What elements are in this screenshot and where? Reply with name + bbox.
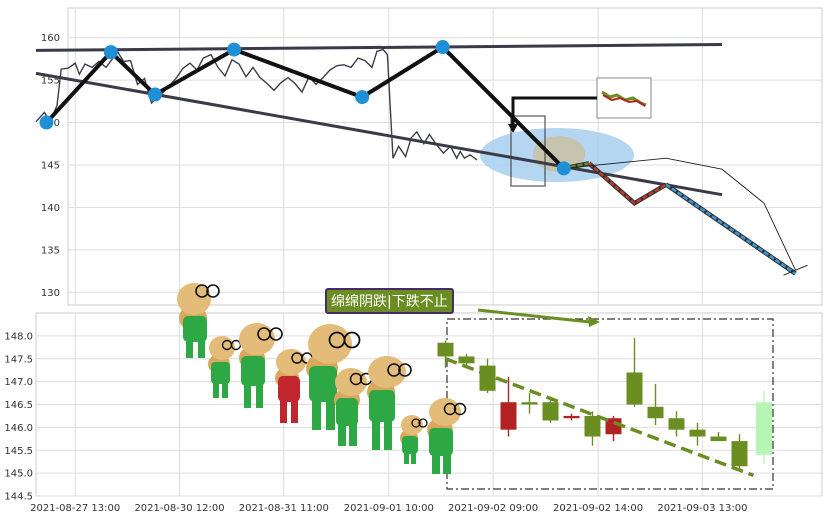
dog-sticker-icon	[427, 398, 467, 474]
top-panel-frame	[67, 7, 823, 306]
pivot-marker	[435, 40, 450, 55]
forecast-segment	[588, 162, 667, 205]
zoom-thumbnail	[601, 90, 647, 107]
top-ytick-label: 135	[41, 245, 60, 256]
top-panel: 130135140145150155160	[35, 7, 823, 306]
projection-end-tick	[783, 264, 808, 276]
bottom-xtick-label: 2021-09-02 14:00	[553, 503, 643, 514]
pivot-marker	[355, 90, 370, 105]
top-ytick-label: 130	[41, 288, 60, 299]
dog-sticker-icon	[177, 283, 220, 358]
projection-arc	[563, 157, 796, 271]
bottom-xtick-label: 2021-08-27 13:00	[30, 503, 120, 514]
upper-trendline	[35, 42, 723, 52]
dog-sticker-icon	[400, 415, 428, 464]
dog-sticker-icon	[334, 368, 373, 446]
candle-body	[689, 429, 706, 437]
candle-body	[458, 356, 475, 364]
bottom-xtick-label: 2021-08-30 12:00	[134, 503, 224, 514]
dog-sticker-icon	[306, 324, 361, 430]
bottom-panel: 144.5 145.0 145.5 146.0 146.5 147.0 147.5 148.0…	[4, 283, 823, 514]
bottom-xtick-label: 2021-09-03 13:00	[657, 503, 747, 514]
bottom-ytick-label: 148.0	[4, 331, 33, 342]
candle-body	[500, 402, 517, 430]
candle-body	[626, 372, 643, 405]
bottom-ytick-label: 146.0	[4, 423, 33, 434]
top-ytick-label: 155	[41, 76, 60, 87]
pivot-marker	[148, 87, 162, 102]
dog-sticker-icon	[275, 349, 313, 423]
pivot-marker	[103, 45, 118, 60]
zoom-connector-arrow	[508, 124, 518, 133]
bottom-yticks: 144.5 145.0 145.5 146.0 146.5 147.0 147.5 148.0	[4, 331, 33, 502]
bottom-ytick-label: 147.5	[4, 354, 33, 365]
bottom-ytick-label: 145.0	[4, 469, 33, 480]
trend-annotation-label: 绵绵阴跌|下跌不止	[325, 288, 454, 314]
annotation-arrow	[477, 308, 591, 324]
price-line	[35, 48, 478, 161]
candles-layer	[437, 338, 772, 478]
dog-sticker-icon	[239, 323, 283, 408]
candle-body	[584, 415, 601, 437]
top-yticks: 130135140145150155160	[41, 33, 60, 299]
bottom-xtick-label: 2021-09-02 09:00	[448, 503, 538, 514]
candle-body	[668, 418, 685, 430]
candle-body	[731, 441, 748, 467]
top-ytick-label: 140	[41, 203, 60, 214]
annotation-arrow-head	[588, 316, 600, 327]
candle-body	[521, 402, 538, 405]
bottom-ytick-label: 144.5	[4, 492, 33, 503]
bottom-xtick-label: 2021-08-31 11:00	[239, 503, 329, 514]
candle-body	[542, 402, 559, 421]
dog-sticker-icon	[367, 356, 412, 450]
top-ytick-label: 145	[41, 160, 60, 171]
bottom-ytick-label: 147.0	[4, 377, 33, 388]
dog-stickers	[177, 283, 467, 474]
bottom-xticks: 2021-08-27 13:00 2021-08-30 12:00 2021-08-…	[30, 503, 747, 514]
bottom-ytick-label: 146.5	[4, 400, 33, 411]
candle-trendline	[444, 357, 755, 478]
candle-body	[647, 406, 664, 419]
price-series-layer	[35, 40, 808, 276]
dog-sticker-icon	[208, 336, 242, 398]
pivot-marker	[227, 42, 242, 57]
bottom-xtick-label: 2021-09-01 10:00	[344, 503, 434, 514]
pivot-marker	[39, 115, 54, 130]
bottom-ytick-label: 145.5	[4, 446, 33, 457]
candle-body	[479, 365, 496, 391]
candle-body	[710, 436, 727, 442]
forecast-segment	[665, 183, 797, 275]
candle-body	[756, 402, 772, 455]
candle-body	[563, 415, 580, 419]
bottom-grid	[36, 313, 822, 497]
top-ytick-label: 160	[41, 33, 60, 44]
pivot-marker	[556, 161, 571, 176]
candle-body	[437, 342, 454, 357]
